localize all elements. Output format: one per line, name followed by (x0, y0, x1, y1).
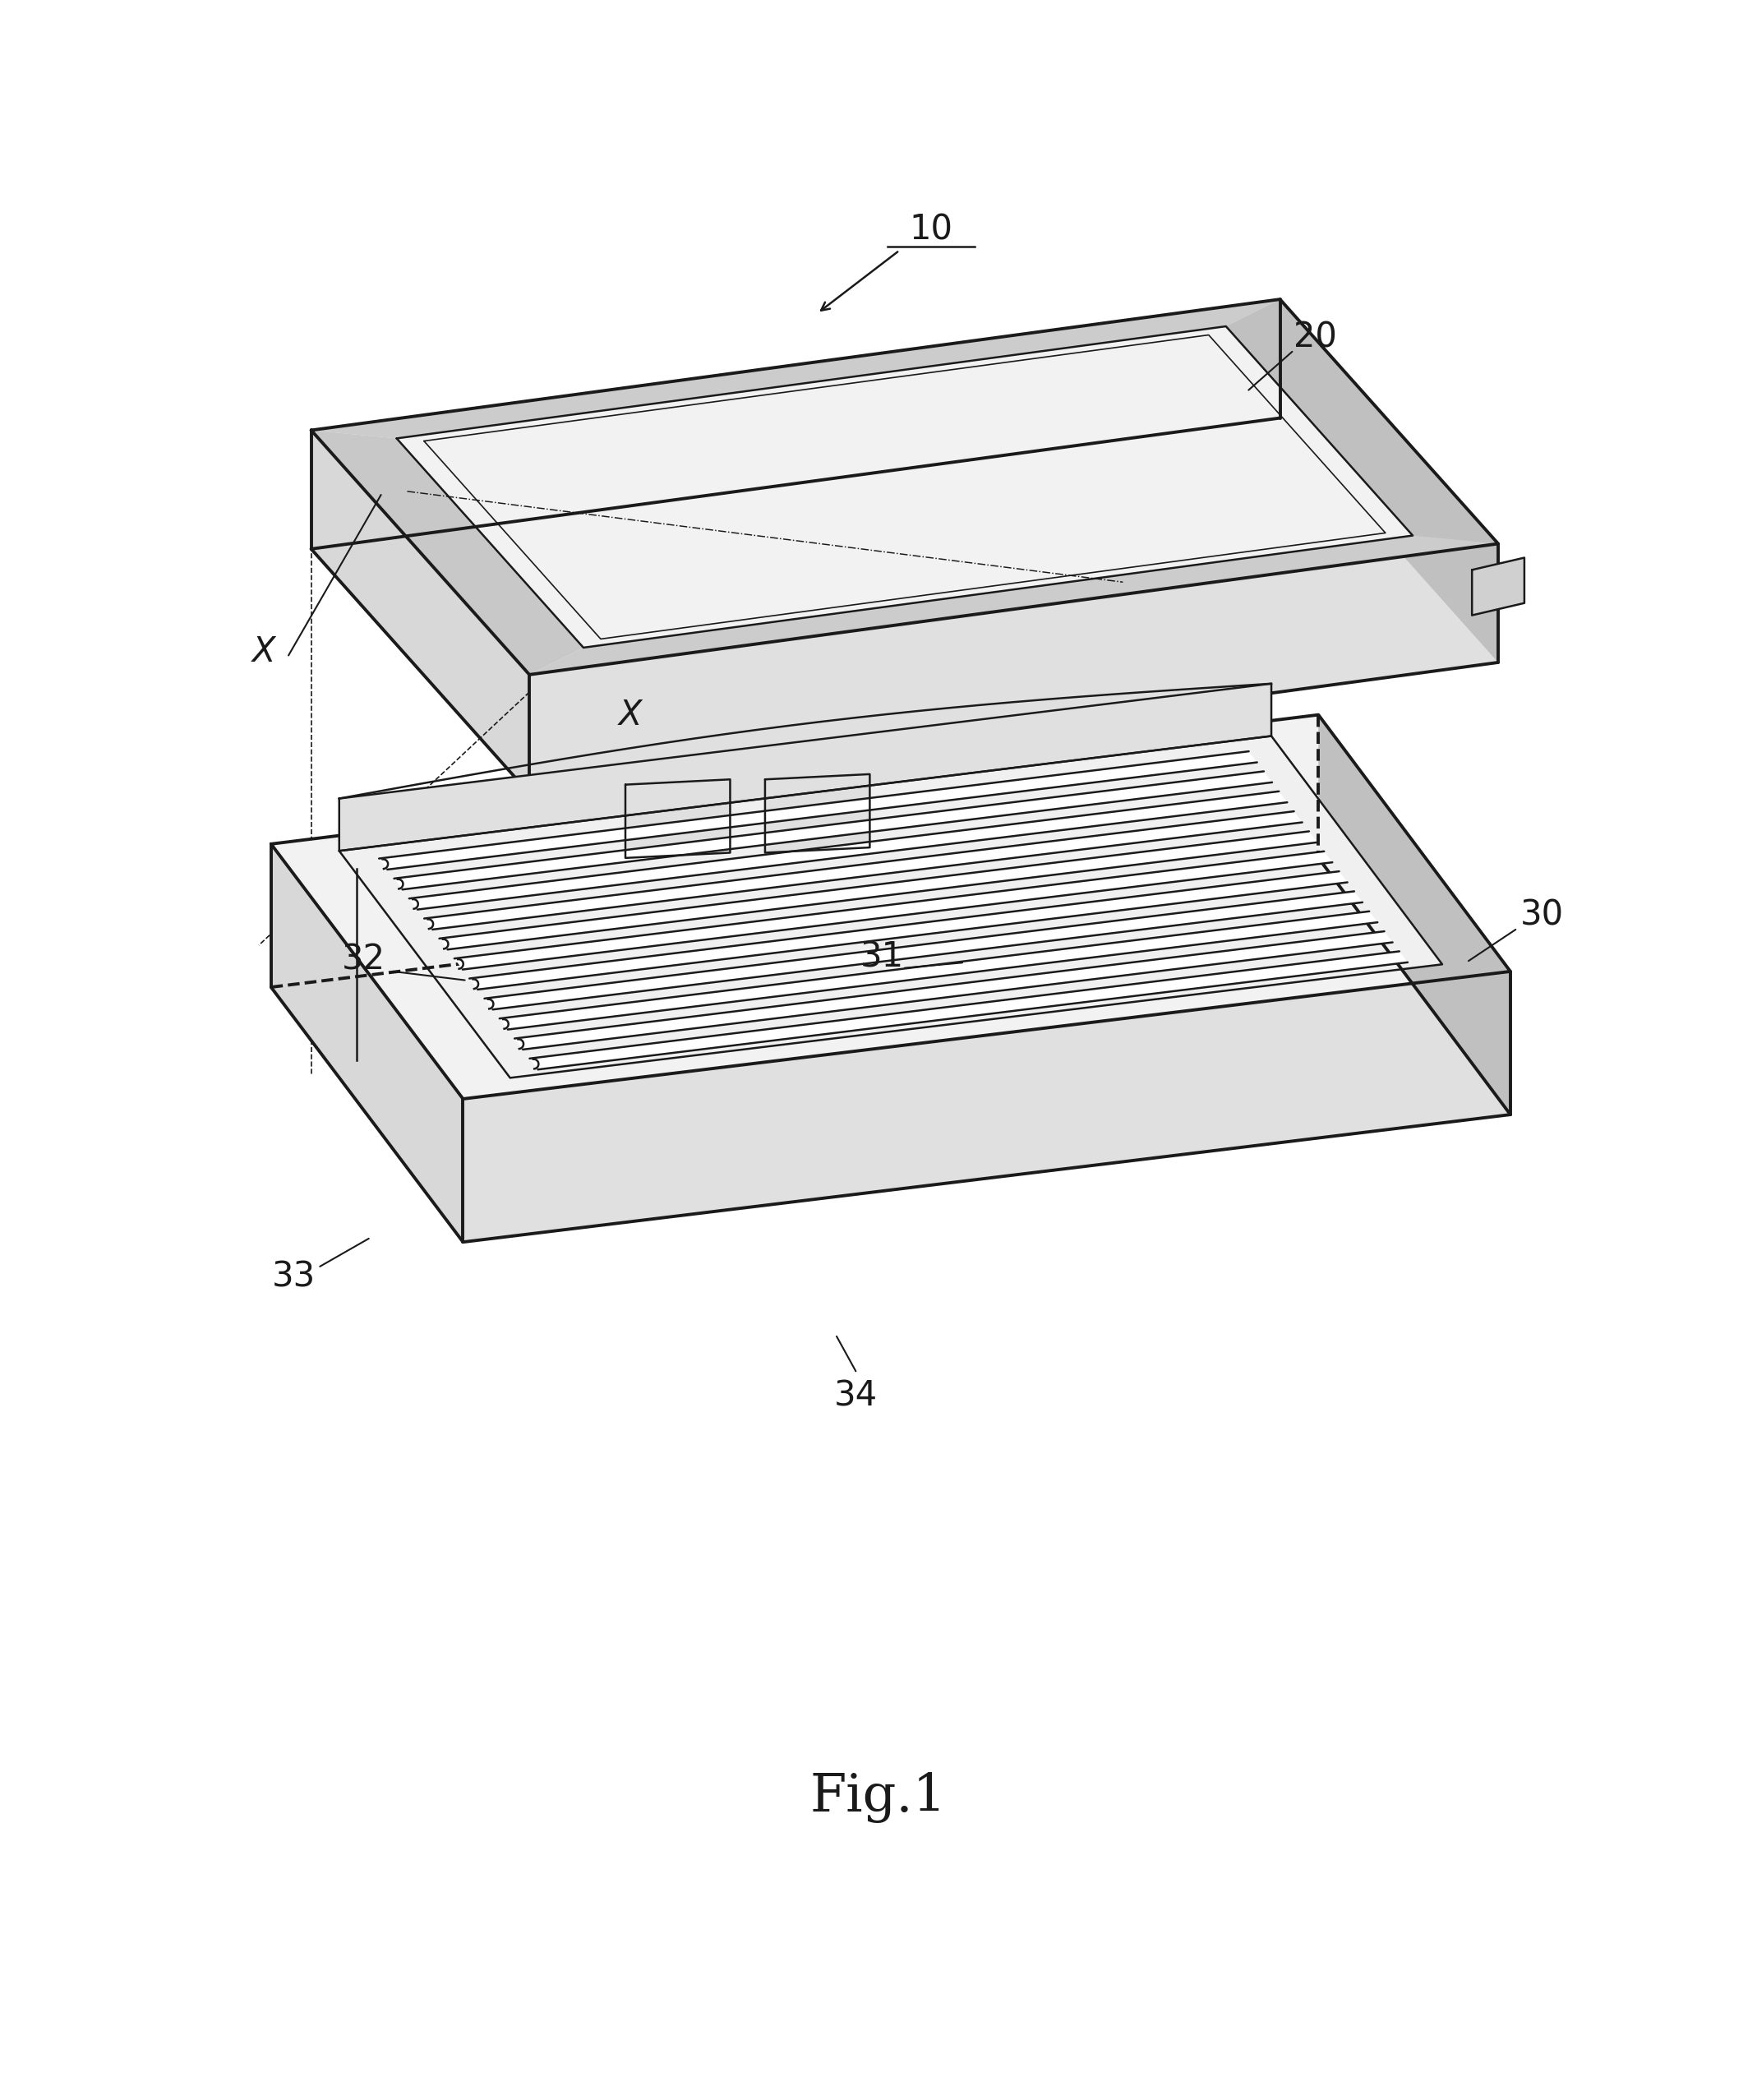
Polygon shape (397, 325, 1413, 647)
Polygon shape (529, 544, 1499, 794)
Polygon shape (625, 779, 731, 859)
Polygon shape (311, 300, 1281, 439)
Polygon shape (1226, 300, 1499, 544)
Text: 34: 34 (835, 1378, 878, 1413)
Polygon shape (1472, 559, 1525, 615)
Text: 10: 10 (908, 212, 952, 246)
Polygon shape (311, 300, 1499, 674)
Polygon shape (499, 911, 1377, 1029)
Polygon shape (394, 771, 1272, 890)
Polygon shape (271, 844, 464, 1241)
Polygon shape (271, 714, 1511, 1098)
Polygon shape (311, 430, 529, 794)
Polygon shape (311, 430, 583, 674)
Polygon shape (485, 890, 1362, 1010)
Text: X: X (618, 697, 643, 733)
Polygon shape (464, 972, 1511, 1241)
Polygon shape (409, 792, 1288, 909)
Text: X: X (253, 634, 276, 670)
Polygon shape (455, 850, 1332, 970)
Text: 32: 32 (343, 943, 385, 976)
Polygon shape (1318, 714, 1511, 1115)
Polygon shape (423, 811, 1302, 930)
Polygon shape (439, 832, 1318, 949)
Text: Fig.1: Fig.1 (810, 1772, 947, 1823)
Polygon shape (380, 752, 1256, 869)
Polygon shape (469, 872, 1348, 989)
Text: 20: 20 (1293, 321, 1337, 355)
Polygon shape (1281, 300, 1499, 662)
Polygon shape (529, 536, 1499, 674)
Polygon shape (339, 735, 1442, 1077)
Polygon shape (339, 685, 1272, 850)
Polygon shape (529, 951, 1407, 1069)
Polygon shape (764, 775, 870, 853)
Text: 31: 31 (861, 941, 903, 974)
Polygon shape (515, 930, 1393, 1050)
Text: 30: 30 (1520, 899, 1564, 932)
Text: 33: 33 (272, 1260, 316, 1294)
